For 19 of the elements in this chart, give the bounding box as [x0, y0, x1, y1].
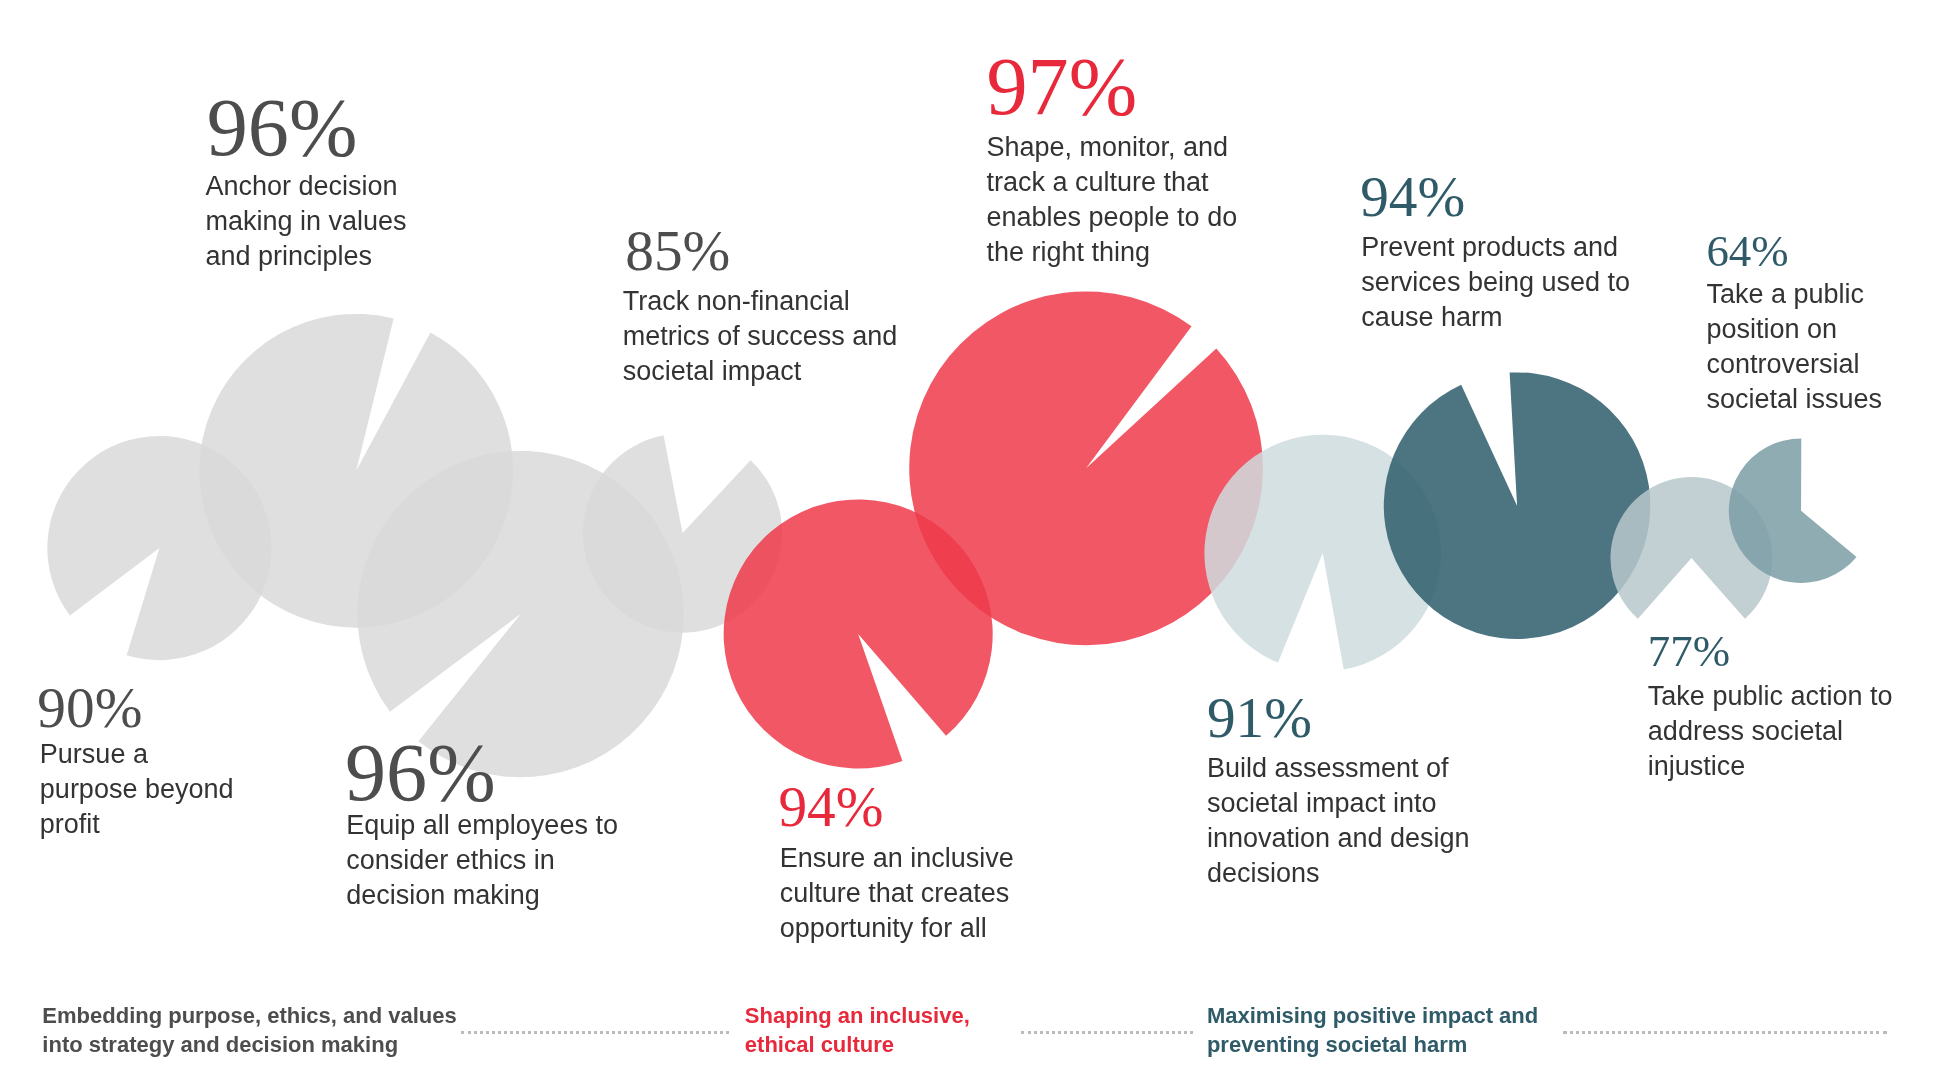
category-label: Take a public position on controversial societal issues: [1706, 277, 1883, 416]
data-label: 94%: [778, 775, 884, 839]
data-label: 77%: [1647, 625, 1731, 676]
data-label: 97%: [986, 41, 1138, 133]
category-label: Pursue a purpose beyond profit: [39, 738, 235, 842]
data-label: 90%: [37, 675, 143, 739]
category-label: Shape, monitor, and track a culture that enables people to do the right thing: [986, 130, 1239, 269]
category-label: Ensure an inclusive culture that creates opportunity for all: [779, 841, 1015, 945]
data-label: 91%: [1206, 685, 1312, 749]
legend-label: Shaping an inclusive, ethical culture: [744, 1002, 971, 1060]
data-label: 64%: [1706, 226, 1789, 277]
legend-label: Maximising positive impact and preventing societal harm: [1206, 1002, 1540, 1060]
category-label: Build assessment of societal impact into innovation and design decisions: [1206, 752, 1471, 891]
category-label: Track non-financial metrics of success and societal impact: [622, 284, 899, 388]
data-label: 85%: [625, 218, 731, 282]
legend-label: Embedding purpose, ethics, and values into strategy and decision making: [42, 1002, 458, 1060]
data-label: 94%: [1360, 165, 1466, 229]
category-label: Prevent products and services being used to cause harm: [1361, 231, 1631, 335]
category-label: Take public action to address societal injustice: [1647, 679, 1894, 783]
